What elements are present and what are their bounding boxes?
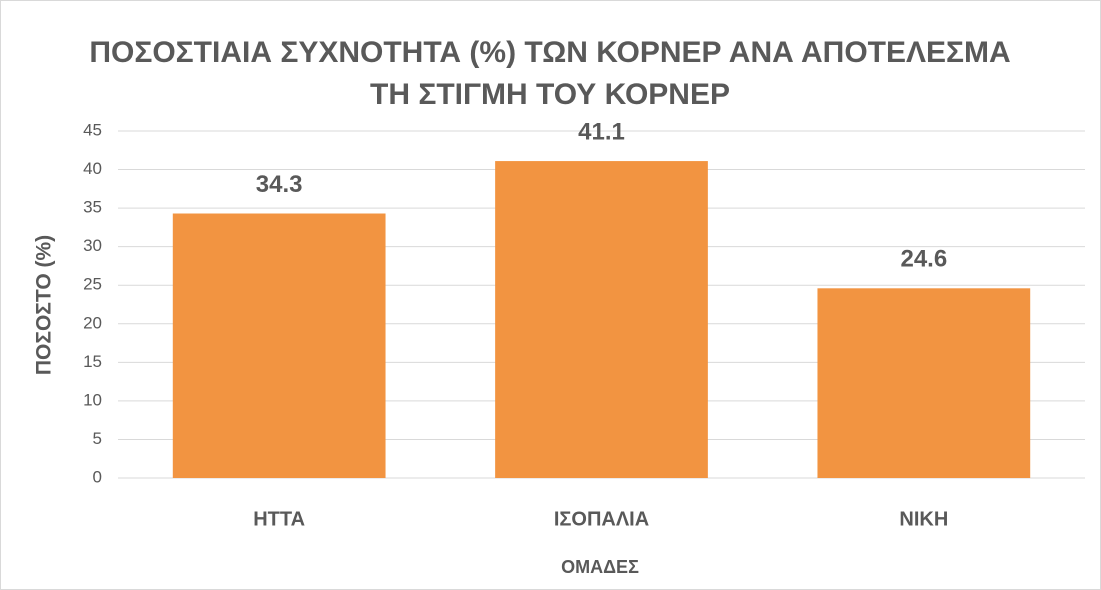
y-tick-label: 0 bbox=[93, 467, 102, 486]
y-tick-label: 15 bbox=[83, 352, 102, 371]
data-label: 24.6 bbox=[900, 246, 947, 273]
y-tick-label: 40 bbox=[83, 159, 102, 178]
bar bbox=[172, 213, 386, 478]
y-axis-title: ΠΟΣΟΣΤΟ (%) bbox=[33, 235, 56, 375]
bar bbox=[817, 288, 1031, 478]
x-tick-label: ΙΣΟΠΑΛΙΑ bbox=[554, 508, 649, 530]
bar bbox=[495, 161, 708, 478]
x-axis-title: ΟΜΑΔΕΣ bbox=[561, 557, 639, 577]
data-label: 41.1 bbox=[578, 118, 625, 145]
chart-title: ΠΟΣΟΣΤΙΑΙΑ ΣΥΧΝΟΤΗΤΑ (%) ΤΩΝ ΚΟΡΝΕΡ ΑΝΑ … bbox=[89, 36, 1011, 111]
data-label: 34.3 bbox=[256, 171, 303, 198]
y-tick-label: 30 bbox=[83, 236, 102, 255]
y-tick-label: 10 bbox=[83, 390, 102, 409]
y-tick-label: 20 bbox=[83, 313, 102, 332]
y-tick-label: 5 bbox=[93, 429, 102, 448]
y-tick-label: 35 bbox=[83, 198, 102, 217]
y-tick-label: 45 bbox=[83, 120, 102, 139]
x-tick-label: ΗΤΤΑ bbox=[253, 508, 305, 530]
x-tick-label: ΝΙΚΗ bbox=[899, 508, 948, 530]
y-tick-label: 25 bbox=[83, 275, 102, 294]
